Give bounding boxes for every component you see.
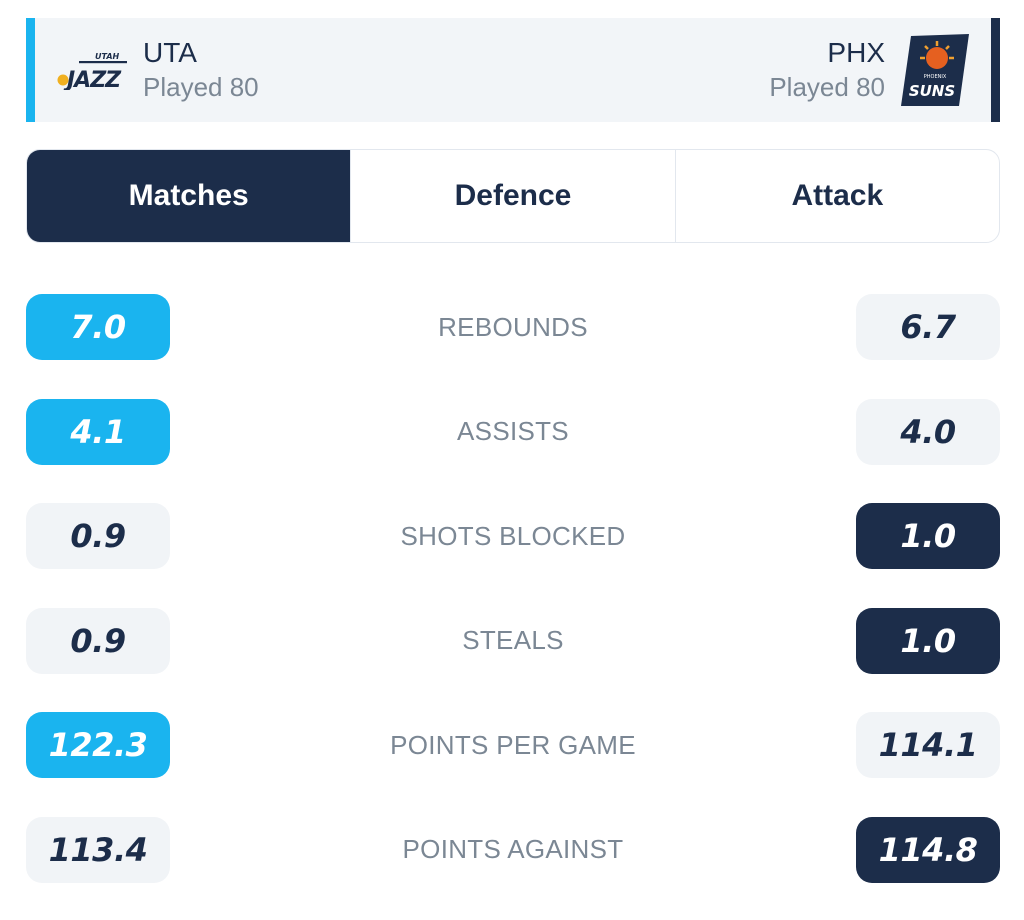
stat-label: SHOTS BLOCKED [400,520,626,551]
away-stat-value: 6.7 [856,294,1000,360]
stat-row-points-against: 113.4 POINTS AGAINST 114.8 [26,816,1000,883]
away-stat-value: 1.0 [856,607,1000,674]
home-stat-value: 7.0 [26,294,170,360]
jazz-logo-icon: UTAH JAZZ [57,34,129,106]
stat-label: POINTS AGAINST [402,834,624,864]
stat-label: POINTS PER GAME [390,729,636,760]
home-stat-value: 122.3 [26,712,170,778]
stats-tab-bar: Matches Defence Attack [26,149,1000,243]
matchup-header: UTAH JAZZ UTA Played 80 PHX Played 80 [26,18,1000,122]
away-team-played: Played 80 [769,72,885,102]
home-stat-value: 113.4 [26,816,170,883]
home-team-abbr: UTA [143,37,197,68]
home-stat-value: 0.9 [26,607,170,674]
stats-comparison-list: 7.0 REBOUNDS 6.7 4.1 ASSISTS 4.0 0.9 SHO… [26,294,1000,920]
away-stat-value: 114.8 [856,816,1000,883]
suns-logo-icon: PHOENIX SUNS [899,34,971,106]
tab-matches[interactable]: Matches [27,150,352,242]
stat-row-assists: 4.1 ASSISTS 4.0 [26,398,1000,465]
tab-attack[interactable]: Attack [791,179,884,212]
svg-text:UTAH: UTAH [95,52,120,61]
stat-row-points-per-game: 122.3 POINTS PER GAME 114.1 [26,712,1000,778]
stat-row-rebounds: 7.0 REBOUNDS 6.7 [26,294,1000,360]
home-stat-value: 0.9 [26,503,170,569]
tab-defence[interactable]: Defence [351,150,676,242]
home-stat-value: 4.1 [26,398,170,465]
svg-text:JAZZ: JAZZ [63,68,122,90]
stat-label: REBOUNDS [438,311,588,342]
home-team[interactable]: UTAH JAZZ UTA Played 80 [57,18,259,122]
stat-label: ASSISTS [457,416,569,446]
away-team-abbr: PHX [827,37,885,68]
stat-row-steals: 0.9 STEALS 1.0 [26,607,1000,674]
away-team[interactable]: PHX Played 80 PHOENIX SUNS [769,18,971,122]
svg-text:SUNS: SUNS [909,82,955,100]
home-team-played: Played 80 [143,72,259,102]
svg-text:PHOENIX: PHOENIX [924,74,947,80]
stat-label: STEALS [462,625,564,655]
away-stat-value: 1.0 [856,503,1000,569]
stat-row-shots-blocked: 0.9 SHOTS BLOCKED 1.0 [26,503,1000,569]
away-stat-value: 114.1 [856,712,1000,778]
away-stat-value: 4.0 [856,398,1000,465]
